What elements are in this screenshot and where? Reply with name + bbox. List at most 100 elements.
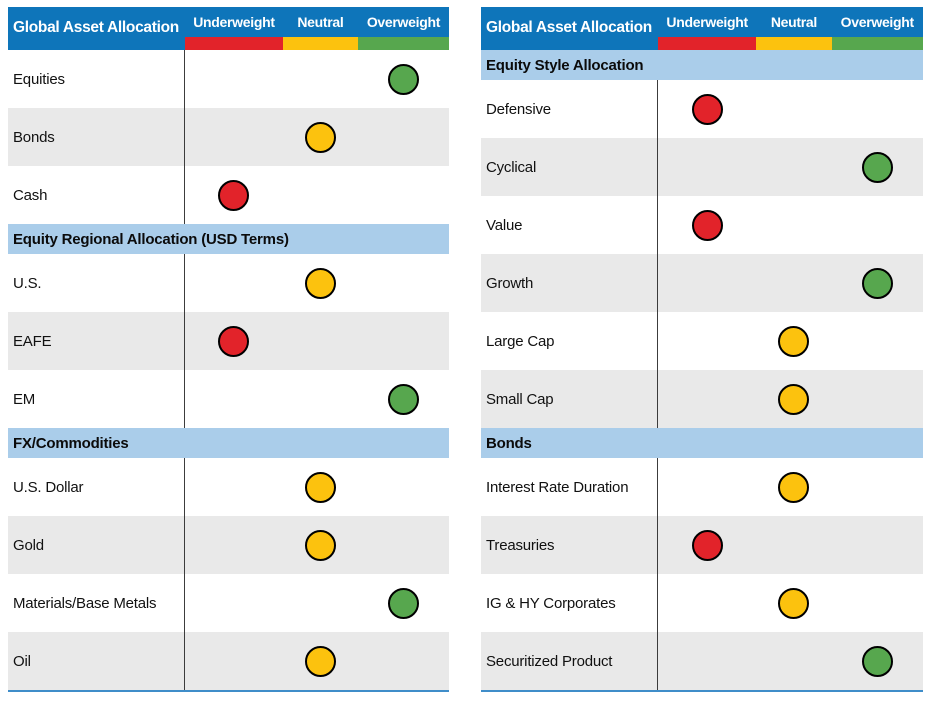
rating-cells <box>185 312 449 370</box>
rating-cell-neutral <box>756 196 831 254</box>
rating-cells <box>658 80 923 138</box>
row-label: Cyclical <box>486 158 537 176</box>
rating-dot-underweight <box>691 209 723 241</box>
table-header: Global Asset Allocation Underweight Neut… <box>481 7 923 50</box>
rating-cell-overweight <box>832 254 923 312</box>
table-row: Securitized Product <box>481 632 923 690</box>
table-row: Cash <box>8 166 449 224</box>
rating-cell-overweight <box>358 166 449 224</box>
table-header: Global Asset Allocation Underweight Neut… <box>8 7 449 50</box>
row-label: U.S. <box>13 274 42 292</box>
rating-cell-underweight <box>185 166 283 224</box>
row-label-cell: IG & HY Corporates <box>481 574 658 632</box>
rating-dot-overweight <box>861 267 893 299</box>
rating-dot-neutral <box>304 645 336 677</box>
rating-cell-overweight <box>832 458 923 516</box>
table-title: Global Asset Allocation <box>486 19 652 37</box>
legend-bar-underweight <box>658 37 757 50</box>
row-label-cell: Value <box>481 196 658 254</box>
rating-cells <box>658 254 923 312</box>
rating-columns-header: Underweight Neutral Overweight <box>185 7 449 50</box>
rating-cell-neutral <box>283 50 358 108</box>
row-label-cell: EM <box>8 370 185 428</box>
rating-dot-overweight <box>387 587 419 619</box>
rating-cell-underweight <box>185 254 283 312</box>
rating-dot-overweight <box>861 645 893 677</box>
table-body: Equity Style Allocation Defensive Cyclical… <box>481 50 923 690</box>
rating-cells <box>185 458 449 516</box>
section-header: Equity Style Allocation <box>481 50 923 80</box>
rating-cell-neutral <box>756 632 831 690</box>
table-row: Equities <box>8 50 449 108</box>
row-label-cell: Equities <box>8 50 185 108</box>
column-header-underweight: Underweight <box>666 14 748 30</box>
rating-cell-neutral <box>283 632 358 690</box>
rating-cell-overweight <box>358 254 449 312</box>
rating-cell-underweight <box>185 370 283 428</box>
table-row: U.S. <box>8 254 449 312</box>
rating-dot-overweight <box>387 383 419 415</box>
row-label: Treasuries <box>486 536 555 554</box>
rating-legend-bar <box>185 37 449 50</box>
rating-cell-neutral <box>283 458 358 516</box>
rating-cell-neutral <box>283 312 358 370</box>
rating-cell-overweight <box>358 458 449 516</box>
row-label-cell: Cash <box>8 166 185 224</box>
rating-cell-neutral <box>756 312 831 370</box>
column-header-overweight: Overweight <box>366 14 441 30</box>
rating-cell-overweight <box>358 632 449 690</box>
rating-cells <box>658 458 923 516</box>
rating-cell-overweight <box>358 50 449 108</box>
row-label-cell: Interest Rate Duration <box>481 458 658 516</box>
rating-cells <box>185 574 449 632</box>
legend-bar-overweight <box>357 37 449 50</box>
table-row: Bonds <box>8 108 449 166</box>
rating-cell-underweight <box>658 80 756 138</box>
row-label-cell: Cyclical <box>481 138 658 196</box>
rating-cell-neutral <box>756 80 831 138</box>
rating-cell-underweight <box>658 370 756 428</box>
legend-bar-overweight <box>831 37 923 50</box>
section-header-label: Bonds <box>486 434 532 452</box>
rating-cell-overweight <box>358 370 449 428</box>
rating-dot-neutral <box>304 267 336 299</box>
table-body: Equities Bonds Cash Equity Regional Allocat… <box>8 50 449 690</box>
legend-bar-neutral <box>756 37 832 50</box>
rating-cells <box>658 138 923 196</box>
row-label: Cash <box>13 186 48 204</box>
table-row: Defensive <box>481 80 923 138</box>
rating-cell-neutral <box>756 574 831 632</box>
row-label: Growth <box>486 274 534 292</box>
row-label: Bonds <box>13 128 55 146</box>
rating-cell-underweight <box>658 632 756 690</box>
row-label: U.S. Dollar <box>13 478 84 496</box>
rating-cell-underweight <box>658 516 756 574</box>
row-label-cell: Oil <box>8 632 185 690</box>
row-label: EM <box>13 390 36 408</box>
section-header: FX/Commodities <box>8 428 449 458</box>
rating-cell-overweight <box>358 312 449 370</box>
allocation-table-left: Global Asset Allocation Underweight Neut… <box>8 7 449 692</box>
row-label-cell: Bonds <box>8 108 185 166</box>
row-label-cell: Large Cap <box>481 312 658 370</box>
row-label: Value <box>486 216 523 234</box>
rating-cell-neutral <box>756 370 831 428</box>
rating-cell-neutral <box>283 516 358 574</box>
rating-cells <box>185 254 449 312</box>
table-row: Large Cap <box>481 312 923 370</box>
row-label-cell: U.S. Dollar <box>8 458 185 516</box>
rating-cells <box>185 166 449 224</box>
rating-cell-underweight <box>658 312 756 370</box>
rating-cells <box>185 108 449 166</box>
rating-dot-underweight <box>218 179 250 211</box>
section-header: Bonds <box>481 428 923 458</box>
rating-cell-overweight <box>832 80 923 138</box>
rating-cell-underweight <box>185 516 283 574</box>
rating-dot-neutral <box>778 471 810 503</box>
table-row: Growth <box>481 254 923 312</box>
rating-cells <box>658 516 923 574</box>
rating-cell-underweight <box>185 312 283 370</box>
table-row: EAFE <box>8 312 449 370</box>
column-labels: Underweight Neutral Overweight <box>658 7 923 37</box>
